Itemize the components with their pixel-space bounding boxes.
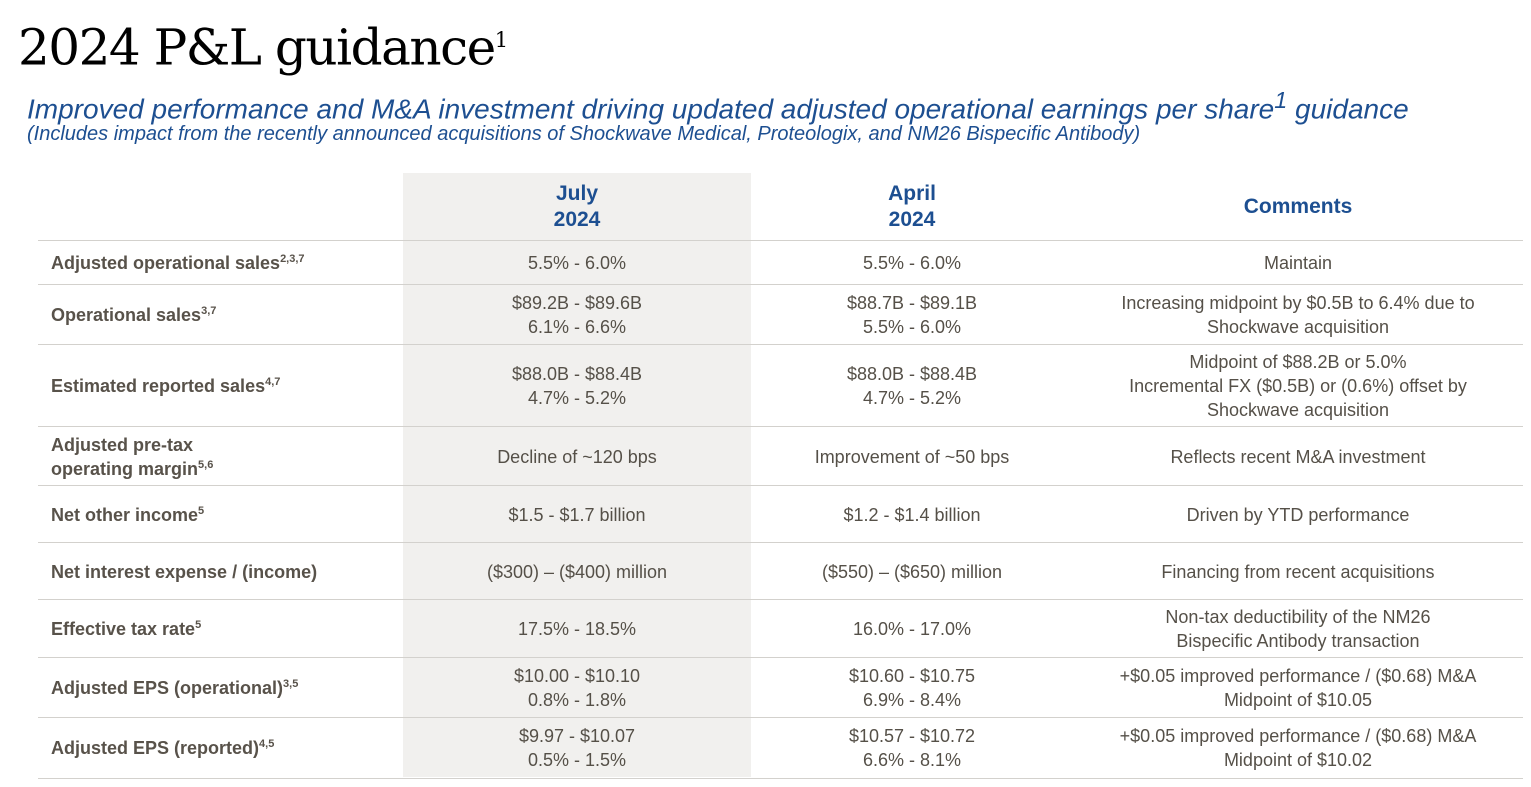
comment-text: Maintain <box>1263 253 1333 273</box>
row-footnote: 3,7 <box>201 305 217 317</box>
row-label: Adjusted operational sales2,3,7 <box>51 253 305 273</box>
comment-text: Financing from recent acquisitions <box>1161 561 1435 582</box>
row-label: Adjusted EPS (operational)3,5 <box>51 678 299 698</box>
row-label: Adjusted pre-tax operating margin5,6 <box>51 434 214 479</box>
comment-text: +$0.05 improved performance / ($0.68) M&… <box>1119 666 1477 710</box>
table-row: Adjusted operational sales2,3,7 5.5% - 6.… <box>38 240 1523 285</box>
row-footnote: 4,7 <box>265 376 281 388</box>
april-value: $88.0B - $88.4B 4.7% - 5.2% <box>846 364 978 408</box>
table-row: Estimated reported sales4,7 $88.0B - $88.… <box>38 344 1523 427</box>
april-value: $10.57 - $10.72 6.6% - 8.1% <box>848 726 976 770</box>
july-value: $89.2B - $89.6B 6.1% - 6.6% <box>511 293 643 337</box>
row-label: Net other income5 <box>51 504 205 525</box>
row-footnote: 5 <box>195 619 202 631</box>
comment-text: Non-tax deductibility of the NM26 Bispeci… <box>1165 607 1431 651</box>
april-value: 5.5% - 6.0% <box>862 253 962 273</box>
header-comments: Comments <box>1243 194 1353 218</box>
row-label: Operational sales3,7 <box>51 305 217 325</box>
july-value: $1.5 - $1.7 billion <box>508 504 646 525</box>
row-footnote: 5 <box>198 504 205 517</box>
table-row: Effective tax rate5 17.5% - 18.5% 16.0% - … <box>38 599 1523 658</box>
july-value: $10.00 - $10.10 0.8% - 1.8% <box>513 666 641 710</box>
july-column-shading <box>403 173 751 777</box>
april-value: $10.60 - $10.75 6.9% - 8.4% <box>848 666 976 710</box>
subtitle-footnote: 1 <box>1274 87 1288 113</box>
july-value: Decline of ~120 bps <box>497 446 657 467</box>
title-footnote: 1 <box>494 28 509 52</box>
row-label: Effective tax rate5 <box>51 619 202 639</box>
page-title: 2024 P&L guidance1 <box>18 18 509 77</box>
row-footnote: 4,5 <box>259 738 275 750</box>
april-value: Improvement of ~50 bps <box>814 446 1010 467</box>
table-row: Adjusted pre-tax operating margin5,6 Decli… <box>38 426 1523 486</box>
page-subtitle: Improved performance and M&A investment … <box>27 87 1409 125</box>
table-row: Adjusted EPS (operational)3,5 $10.00 - $1… <box>38 657 1523 718</box>
comment-text: Midpoint of $88.2B or 5.0% Incremental FX… <box>1129 352 1467 420</box>
table-row: Net other income5 $1.5 - $1.7 billion $1.2… <box>38 485 1523 543</box>
page-subtitle-note: (Includes impact from the recently annou… <box>27 123 1141 145</box>
july-value: ($300) – ($400) million <box>486 561 668 582</box>
comment-text: +$0.05 improved performance / ($0.68) M&… <box>1119 726 1477 770</box>
header-april: April 2024 <box>888 181 936 231</box>
row-footnote: 5,6 <box>198 458 214 471</box>
row-label: Adjusted EPS (reported)4,5 <box>51 738 275 758</box>
july-value: 5.5% - 6.0% <box>527 253 627 273</box>
row-label: Net interest expense / (income) <box>51 561 318 582</box>
row-footnote: 3,5 <box>283 678 299 690</box>
header-july: July 2024 <box>553 181 601 231</box>
july-value: $88.0B - $88.4B 4.7% - 5.2% <box>511 364 643 408</box>
april-value: 16.0% - 17.0% <box>852 619 972 639</box>
july-value: 17.5% - 18.5% <box>517 619 637 639</box>
table-row: Adjusted EPS (reported)4,5 $9.97 - $10.07… <box>38 717 1523 779</box>
april-value: $88.7B - $89.1B 5.5% - 6.0% <box>846 293 978 337</box>
comment-text: Increasing midpoint by $0.5B to 6.4% due… <box>1121 293 1475 337</box>
july-value: $9.97 - $10.07 0.5% - 1.5% <box>518 726 636 770</box>
april-value: $1.2 - $1.4 billion <box>843 504 981 525</box>
table-row: Net interest expense / (income) ($300) – … <box>38 542 1523 600</box>
table-row: Operational sales3,7 $89.2B - $89.6B 6.1% … <box>38 284 1523 345</box>
comment-text: Reflects recent M&A investment <box>1170 446 1426 467</box>
row-footnote: 2,3,7 <box>280 253 305 265</box>
comment-text: Driven by YTD performance <box>1186 504 1410 525</box>
april-value: ($550) – ($650) million <box>821 561 1003 582</box>
row-label: Estimated reported sales4,7 <box>51 376 281 396</box>
